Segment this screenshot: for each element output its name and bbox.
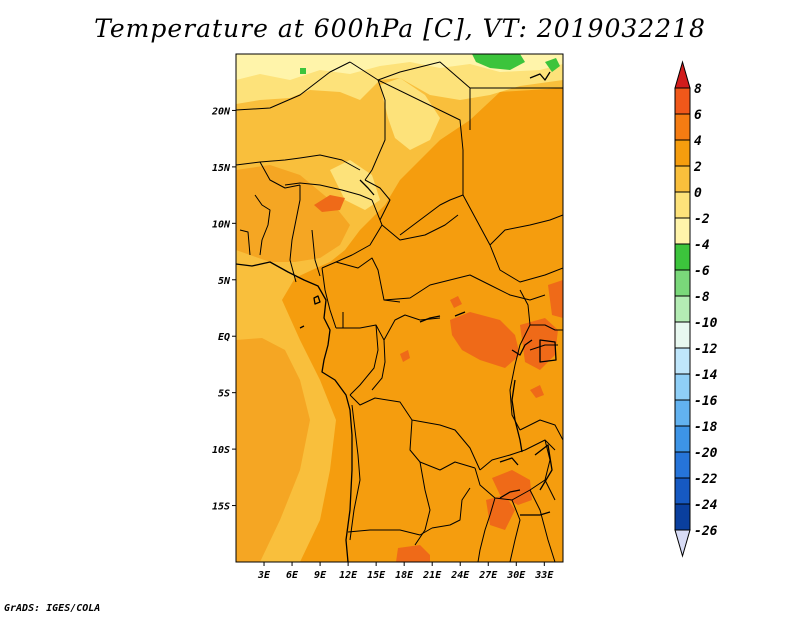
lon-tick-label: 30E [506,570,526,581]
lon-tick-label: 33E [534,570,554,581]
lat-tick-label: EQ [218,332,230,343]
field-patch-sahel2 [330,160,380,210]
colorbar: 8 6 4 2 0 -2 -4 -6 -8 -10 -12 -14 -16 -18 -20 -22 -24 -26 [674,60,718,558]
map-field [236,54,563,562]
colorbar-segment [674,321,691,349]
colorbar-label: -10 [694,316,718,331]
country-borders [236,61,563,562]
lon-tick-label: 18E [395,570,414,581]
colorbar-label: -12 [694,342,718,357]
colorbar-label: 4 [694,134,702,149]
lon-tick-label: 6E [286,570,299,581]
field-hot-eastrim [548,280,563,318]
colorbar-label: -16 [694,394,718,409]
colorbar-segment [674,399,691,427]
field-patch-sahel [380,78,440,150]
lon-tick-label: 9E [314,570,327,581]
coastlines [236,71,557,562]
colorbar-label: -14 [694,368,718,383]
colorbar-segment [674,477,691,505]
colorbar-segment [674,139,691,167]
colorbar-segment [674,87,691,115]
colorbar-top-arrow [674,60,691,89]
lon-tick-label: 12E [339,570,358,581]
lat-tick-label: 20N [211,106,231,117]
colorbar-segment [674,425,691,453]
chart-title: Temperature at 600hPa [C], VT: 201903221… [94,14,706,43]
colorbar-segment [674,113,691,141]
colorbar-segment [674,165,691,193]
colorbar-label: 6 [694,108,702,123]
field-hot-spot2 [450,296,462,308]
field-hot-lakes [520,318,558,370]
field-hot-nigeria [314,195,345,212]
lon-tick-label: 27E [478,570,498,581]
lon-axis: 3E 6E 9E 12E 15E 18E 21E 24E 27E 30E 33E [257,562,554,581]
colorbar-segment [674,217,691,245]
lat-tick-label: 5N [218,276,231,287]
field-hot-south [396,545,430,562]
lat-tick-label: 15N [212,163,231,174]
lat-axis: 20N 15N 10N 5N EQ 5S 10S 15S [211,106,236,513]
lon-tick-label: 3E [257,570,271,581]
colorbar-label: -22 [694,472,718,487]
colorbar-segment [674,269,691,297]
field-hot-spot3 [530,385,544,398]
colorbar-label: -24 [694,498,718,513]
colorbar-bottom-arrow [674,529,691,558]
colorbar-segment [674,503,691,531]
field-green-north3 [300,68,306,74]
colorbar-label: -2 [694,212,710,227]
field-hot-zambia [492,470,532,505]
colorbar-segment [674,191,691,219]
lat-tick-label: 15S [212,502,230,513]
field-hot-congo [450,312,520,368]
colorbar-label: -6 [694,264,710,279]
credit-label: GrADS: IGES/COLA [4,603,101,614]
map-frame [235,53,564,563]
colorbar-label: -8 [694,290,710,305]
colorbar-segment [674,373,691,401]
colorbar-label: -4 [694,238,710,253]
lon-tick-label: 21E [422,570,442,581]
colorbar-label: -20 [694,446,718,461]
lat-tick-label: 10N [212,219,231,230]
field-band-westcoast [236,165,350,262]
colorbar-segment [674,243,691,271]
field-band-southwest [236,338,310,562]
field-hot-spot1 [400,350,410,362]
colorbar-label: 8 [694,82,702,97]
colorbar-segment [674,347,691,375]
lon-tick-label: 15E [367,570,386,581]
lat-tick-label: 10S [212,445,230,456]
lat-tick-label: 5S [218,389,230,400]
colorbar-label: 0 [694,186,702,201]
colorbar-label: -26 [694,524,718,539]
field-green-north [472,54,525,70]
colorbar-label: -18 [694,420,718,435]
colorbar-label: 2 [693,160,702,175]
lon-tick-label: 24E [450,570,470,581]
field-band-west [236,54,563,562]
colorbar-segment [674,451,691,479]
field-green-north2 [545,58,560,72]
colorbar-segment [674,295,691,323]
